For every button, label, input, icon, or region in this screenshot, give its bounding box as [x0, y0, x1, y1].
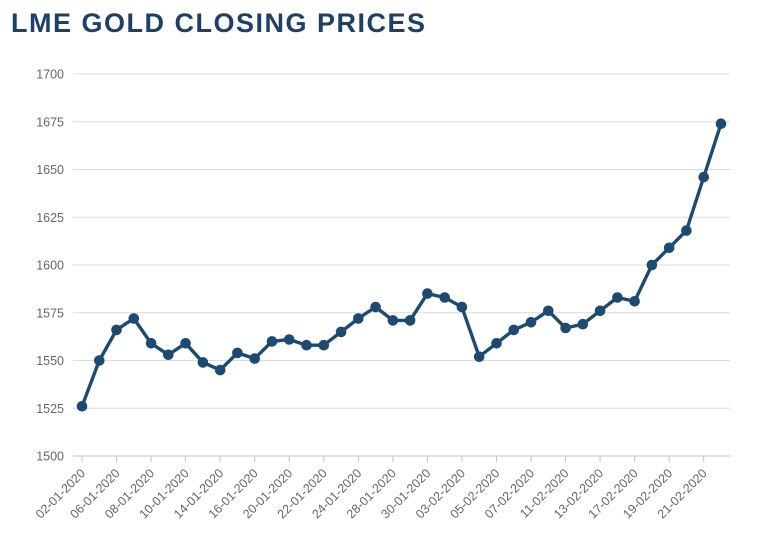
data-point	[715, 118, 727, 129]
data-point	[232, 347, 243, 359]
data-point	[508, 324, 520, 336]
data-point	[473, 351, 485, 363]
y-tick-label: 1550	[36, 354, 64, 368]
data-point	[301, 339, 312, 351]
y-tick-label: 1650	[36, 163, 64, 177]
y-tick-label: 1600	[36, 259, 64, 273]
data-point	[214, 364, 226, 376]
y-tick-label: 1525	[36, 402, 64, 416]
data-point	[128, 313, 140, 324]
data-point	[266, 336, 278, 347]
y-tick-label: 1625	[36, 211, 64, 225]
data-point	[422, 288, 433, 299]
data-point	[76, 401, 88, 412]
data-point	[387, 315, 399, 326]
data-point	[456, 301, 468, 313]
data-point	[404, 315, 416, 326]
y-tick-label: 1575	[36, 306, 64, 320]
data-point	[594, 305, 606, 317]
data-point	[577, 318, 589, 330]
data-point	[646, 259, 658, 271]
data-point	[353, 313, 364, 324]
data-point	[439, 292, 451, 303]
data-point	[283, 334, 295, 345]
data-point	[94, 355, 105, 366]
data-point	[197, 357, 209, 368]
data-point	[543, 305, 554, 317]
data-point	[180, 338, 191, 349]
data-point	[663, 242, 675, 254]
data-point	[681, 225, 692, 236]
data-point	[612, 292, 623, 303]
data-point	[698, 171, 709, 183]
y-tick-label: 1500	[36, 450, 64, 464]
data-point	[491, 338, 502, 349]
data-point	[318, 339, 330, 351]
data-point	[163, 349, 174, 361]
data-point	[335, 326, 347, 338]
data-point	[525, 317, 537, 328]
data-point	[249, 353, 260, 364]
data-point	[111, 324, 122, 336]
data-point	[370, 301, 381, 313]
chart-title: LME GOLD CLOSING PRICES	[11, 8, 427, 38]
data-point	[145, 338, 157, 349]
data-point	[629, 296, 640, 307]
y-tick-label: 1700	[36, 68, 64, 82]
y-tick-label: 1675	[36, 115, 64, 129]
data-point	[560, 322, 571, 334]
